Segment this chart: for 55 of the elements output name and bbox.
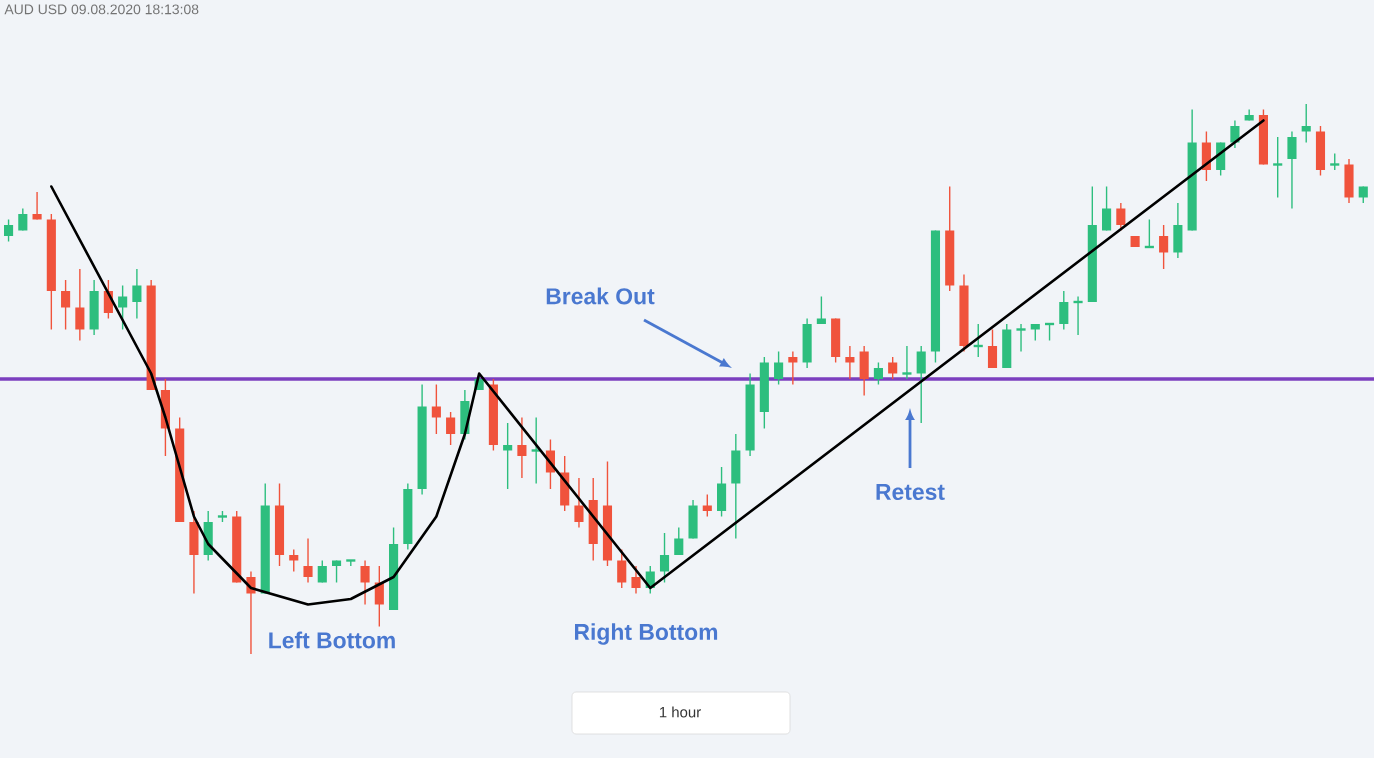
candlestick bbox=[118, 284, 128, 331]
candlestick bbox=[1015, 323, 1027, 353]
candlestick bbox=[617, 548, 627, 589]
annotation: Break Out bbox=[546, 287, 655, 305]
candlestick bbox=[731, 433, 741, 540]
candlestick bbox=[189, 510, 199, 595]
candlestick bbox=[1344, 158, 1354, 204]
candlestick bbox=[716, 466, 727, 518]
candlestick bbox=[32, 191, 42, 221]
candlestick bbox=[1159, 224, 1169, 270]
candlestick bbox=[132, 268, 142, 320]
candlestick bbox=[1301, 103, 1311, 144]
candlestick bbox=[816, 295, 826, 325]
candlestick bbox=[859, 345, 869, 397]
candlestick bbox=[446, 411, 456, 446]
candlestick bbox=[588, 477, 598, 562]
candlestick bbox=[674, 526, 684, 556]
candlestick bbox=[688, 499, 698, 540]
candlestick bbox=[916, 345, 926, 424]
candlestick bbox=[888, 356, 898, 380]
candlestick bbox=[1173, 202, 1183, 259]
candlestick bbox=[987, 328, 998, 369]
candlestick bbox=[360, 559, 370, 606]
candlestick bbox=[61, 279, 71, 331]
candlestick bbox=[831, 317, 841, 364]
candlestick bbox=[517, 416, 527, 479]
candlestick bbox=[3, 218, 14, 243]
candlestick bbox=[1315, 125, 1326, 177]
candlestick bbox=[89, 279, 99, 336]
annotation: Left Bottom bbox=[269, 631, 395, 649]
candlestick bbox=[331, 559, 342, 584]
candlestick bbox=[503, 422, 513, 490]
candlestick bbox=[75, 268, 85, 342]
candlestick bbox=[1102, 185, 1112, 232]
candlestick bbox=[802, 317, 812, 369]
annotation: Right Bottom bbox=[575, 623, 718, 645]
annotation: Retest bbox=[876, 484, 945, 500]
candlestick bbox=[1116, 202, 1126, 232]
candlestick bbox=[289, 548, 299, 573]
candlestick bbox=[774, 350, 784, 386]
candlestick bbox=[788, 350, 798, 386]
candlestick bbox=[1002, 323, 1012, 369]
candlestick bbox=[873, 361, 883, 386]
candlestick bbox=[631, 565, 641, 595]
candlestick bbox=[659, 532, 670, 584]
candlestick bbox=[303, 537, 313, 584]
candlestick bbox=[1287, 130, 1297, 210]
candlestick bbox=[901, 345, 913, 380]
candlestick bbox=[1271, 136, 1284, 199]
candlestick bbox=[431, 383, 441, 435]
candlestick bbox=[574, 477, 584, 529]
candlestick bbox=[845, 345, 855, 380]
candlestick bbox=[702, 493, 712, 518]
candlestick bbox=[530, 416, 542, 485]
candlestick bbox=[1059, 290, 1069, 331]
